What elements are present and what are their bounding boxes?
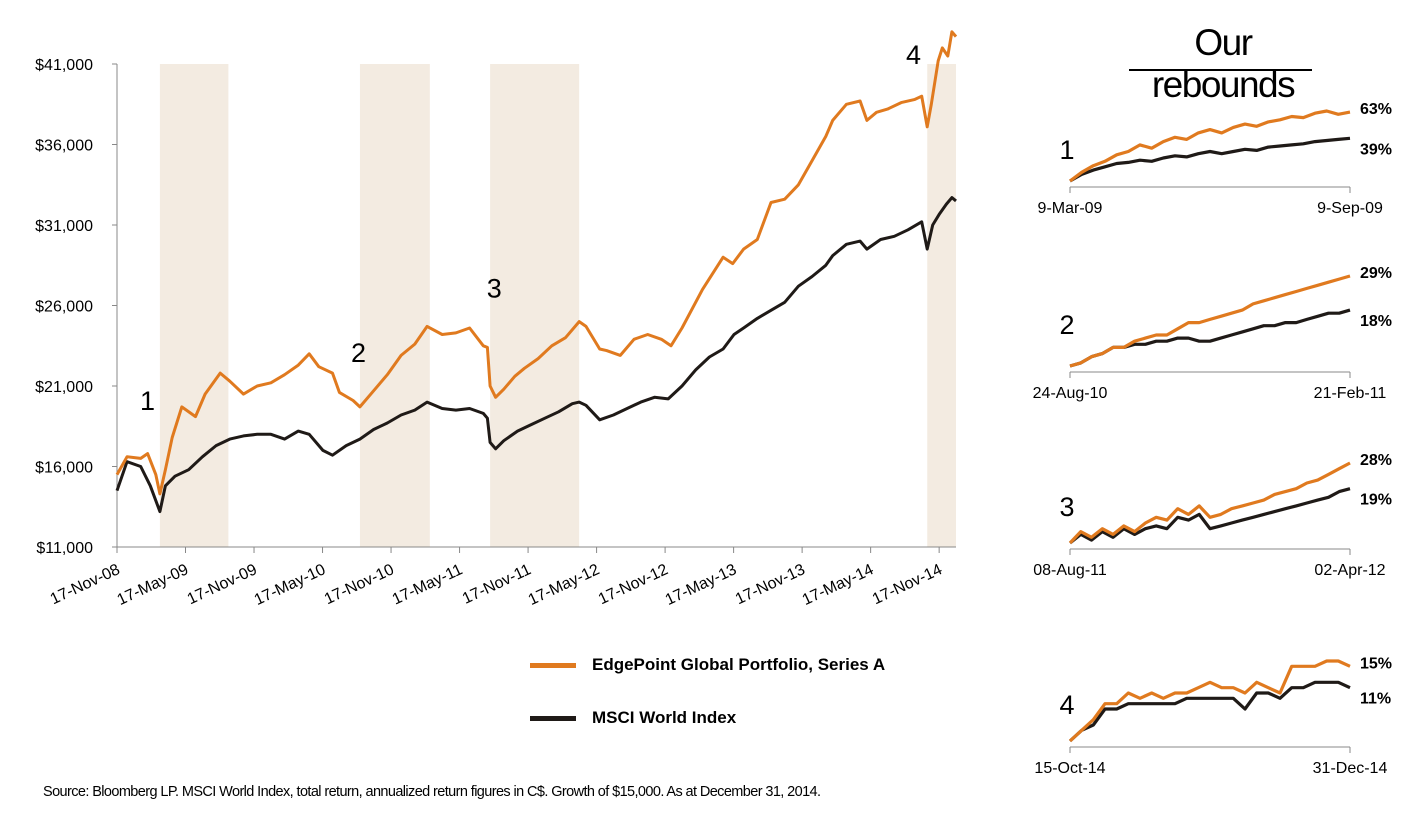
legend-swatch-portfolio bbox=[530, 662, 576, 668]
rebound-number: 4 bbox=[1059, 690, 1074, 720]
end-label-portfolio: 28% bbox=[1360, 452, 1392, 469]
y-tick-label: $11,000 bbox=[36, 540, 93, 557]
x-tick-label: 17-Nov-08 bbox=[48, 561, 123, 608]
x-tick-label: 17-May-12 bbox=[526, 561, 603, 609]
x-tick-label: 17-May-10 bbox=[252, 561, 329, 609]
mini-x-label-start: 08-Aug-11 bbox=[1033, 562, 1107, 579]
mini-x-label-end: 21-Feb-11 bbox=[1314, 385, 1387, 402]
y-tick-label: $41,000 bbox=[35, 57, 93, 74]
y-tick-label: $21,000 bbox=[35, 379, 93, 396]
rebounds-title-underline bbox=[1129, 69, 1312, 71]
rebound-number: 2 bbox=[1059, 310, 1074, 340]
rebounds-title: Our rebounds bbox=[1151, 22, 1296, 105]
main-chart: $11,000 $16,000 $21,000 $26,000 $31,000 $36,0… bbox=[35, 30, 958, 609]
legend-label-index: MSCI World Index bbox=[592, 708, 737, 727]
mini-series-line-portfolio bbox=[1069, 274, 1351, 368]
legend-label-portfolio: EdgePoint Global Portfolio, Series A bbox=[592, 655, 886, 674]
mini-x-label-start: 9-Mar-09 bbox=[1038, 200, 1103, 217]
shaded-period-3 bbox=[490, 64, 580, 547]
x-tick-label: 17-Nov-10 bbox=[322, 561, 397, 608]
end-label-index: 18% bbox=[1360, 313, 1392, 330]
legend-swatch-index bbox=[530, 715, 576, 721]
y-tick-label: $31,000 bbox=[35, 218, 93, 235]
shaded-period-2 bbox=[359, 64, 430, 547]
end-label-index: 11% bbox=[1360, 691, 1391, 708]
mini-series-line-portfolio bbox=[1068, 461, 1351, 545]
end-label-portfolio: 63% bbox=[1360, 101, 1392, 118]
end-label-index: 39% bbox=[1360, 141, 1392, 158]
y-tick-label: $26,000 bbox=[35, 299, 93, 316]
end-label-portfolio: 15% bbox=[1360, 655, 1392, 672]
y-tick-label: $16,000 bbox=[35, 460, 93, 477]
mini-series-line-portfolio bbox=[1068, 659, 1351, 743]
rebound-annotation-3: 3 bbox=[487, 273, 502, 303]
shaded-period-1 bbox=[159, 64, 229, 547]
end-label-index: 19% bbox=[1360, 492, 1392, 509]
rebound-2-chart: 2 24-Aug-10 21-Feb-11 29% 18% bbox=[1033, 265, 1392, 402]
source-note: Source: Bloomberg LP. MSCI World Index, … bbox=[43, 784, 821, 800]
mini-series-line-portfolio bbox=[1069, 109, 1351, 183]
series-line-index bbox=[115, 196, 957, 514]
x-tick-label: 17-May-13 bbox=[663, 561, 740, 609]
shaded-period-4 bbox=[927, 64, 956, 547]
x-tick-label: 17-Nov-09 bbox=[185, 561, 260, 608]
x-tick-label: 17-Nov-12 bbox=[596, 561, 671, 608]
series-line-portfolio bbox=[115, 30, 958, 496]
x-tick-label: 17-May-11 bbox=[390, 561, 466, 608]
mini-x-label-start: 15-Oct-14 bbox=[1034, 760, 1105, 777]
x-tick-label: 17-Nov-13 bbox=[733, 561, 808, 608]
rebound-annotation-1: 1 bbox=[140, 386, 155, 416]
legend-item-index: MSCI World Index bbox=[530, 708, 736, 728]
mini-series-line-index bbox=[1068, 680, 1351, 743]
legend-item-portfolio: EdgePoint Global Portfolio, Series A bbox=[530, 655, 885, 675]
mini-x-label-end: 9-Sep-09 bbox=[1317, 200, 1383, 217]
mini-series-line-index bbox=[1069, 487, 1351, 545]
rebound-annotation-4: 4 bbox=[906, 40, 921, 70]
y-tick-label: $36,000 bbox=[35, 138, 93, 155]
rebound-annotation-2: 2 bbox=[351, 338, 366, 368]
rebound-4-chart: 4 15-Oct-14 31-Dec-14 15% 11% bbox=[1034, 655, 1392, 777]
x-tick-label: 17-Nov-14 bbox=[870, 561, 945, 608]
mini-x-label-end: 02-Apr-12 bbox=[1314, 562, 1385, 579]
mini-x-label-start: 24-Aug-10 bbox=[1033, 385, 1108, 402]
rebound-3-chart: 3 08-Aug-11 02-Apr-12 28% 19% bbox=[1033, 452, 1392, 579]
x-tick-label: 17-Nov-11 bbox=[460, 561, 534, 608]
mini-series-line-index bbox=[1069, 136, 1351, 183]
end-label-portfolio: 29% bbox=[1360, 265, 1392, 282]
x-tick-label: 17-May-09 bbox=[115, 561, 192, 609]
mini-x-label-end: 31-Dec-14 bbox=[1313, 760, 1388, 777]
rebound-number: 1 bbox=[1059, 135, 1074, 165]
rebound-1-chart: 1 9-Mar-09 9-Sep-09 63% 39% bbox=[1038, 101, 1392, 217]
rebound-number: 3 bbox=[1059, 492, 1074, 522]
x-tick-label: 17-May-14 bbox=[800, 561, 877, 609]
